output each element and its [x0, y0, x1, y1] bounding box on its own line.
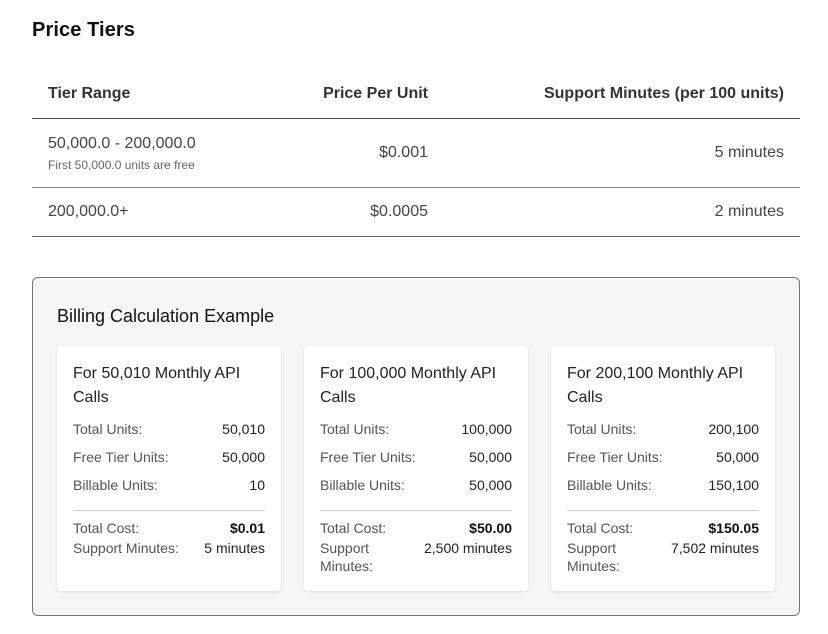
billable-units-label: Billable Units:: [73, 477, 158, 493]
total-units-value: 200,100: [708, 421, 759, 437]
total-units-label: Total Units:: [320, 421, 390, 437]
billing-title: Billing Calculation Example: [57, 306, 275, 326]
card-divider: [567, 510, 759, 511]
card-title: For 100,000 Monthly API Calls: [320, 365, 497, 406]
support-minutes-row: Support Minutes: 7,502 minutes: [567, 539, 759, 575]
support-minutes-value: 7,502 minutes: [671, 540, 759, 556]
billable-units-label: Billable Units:: [567, 477, 652, 493]
header-support-minutes: Support Minutes (per 100 units): [543, 85, 784, 102]
free-units-row: Free Tier Units: 50,000: [567, 448, 759, 476]
billing-calculation-panel: Billing Calculation Example For 50,010 M…: [32, 277, 800, 616]
total-units-row: Total Units: 100,000: [320, 420, 512, 448]
total-cost-label: Total Cost:: [567, 520, 634, 536]
table-row: 200,000.0+ $0.0005 2 minutes: [32, 188, 800, 237]
support-minutes-label: Support Minutes:: [320, 540, 373, 574]
free-units-value: 50,000: [222, 449, 265, 465]
total-cost-row: Total Cost: $0.01: [73, 519, 265, 539]
support-minutes-cell: 5 minutes: [714, 144, 784, 161]
total-units-label: Total Units:: [73, 421, 143, 437]
free-units-row: Free Tier Units: 50,000: [320, 448, 512, 476]
price-per-unit-cell: $0.0005: [370, 203, 428, 220]
total-cost-label: Total Cost:: [320, 520, 387, 536]
total-cost-label: Total Cost:: [73, 520, 140, 536]
billing-example-card: For 200,100 Monthly API Calls Total Unit…: [551, 346, 775, 591]
billable-units-value: 150,100: [708, 477, 759, 493]
free-units-label: Free Tier Units:: [320, 449, 416, 465]
price-tiers-table: Tier Range Price Per Unit Support Minute…: [32, 70, 800, 237]
card-title: For 50,010 Monthly API Calls: [73, 365, 241, 406]
price-tiers-title: Price Tiers: [32, 19, 136, 41]
billable-units-value: 50,000: [469, 477, 512, 493]
support-minutes-row: Support Minutes: 5 minutes: [73, 539, 265, 557]
free-units-label: Free Tier Units:: [73, 449, 169, 465]
total-cost-row: Total Cost: $150.05: [567, 519, 759, 539]
table-row: 50,000.0 - 200,000.0 First 50,000.0 unit…: [32, 119, 800, 188]
header-price-per-unit: Price Per Unit: [323, 85, 428, 102]
free-units-label: Free Tier Units:: [567, 449, 663, 465]
total-units-value: 100,000: [461, 421, 512, 437]
total-units-row: Total Units: 200,100: [567, 420, 759, 448]
billable-units-row: Billable Units: 10: [73, 476, 265, 504]
billable-units-value: 10: [249, 477, 265, 493]
tier-range-cell: 200,000.0+: [32, 203, 262, 221]
card-divider: [320, 510, 512, 511]
tier-range-note: First 50,000.0 units are free: [48, 157, 195, 172]
free-units-row: Free Tier Units: 50,000: [73, 448, 265, 476]
tier-range-value: 200,000.0+: [48, 203, 129, 220]
total-cost-row: Total Cost: $50.00: [320, 519, 512, 539]
free-units-value: 50,000: [469, 449, 512, 465]
support-minutes-row: Support Minutes: 2,500 minutes: [320, 539, 512, 575]
tier-range-cell: 50,000.0 - 200,000.0 First 50,000.0 unit…: [32, 135, 262, 172]
total-units-row: Total Units: 50,010: [73, 420, 265, 448]
support-minutes-label: Support Minutes:: [73, 540, 179, 556]
billing-example-card: For 50,010 Monthly API Calls Total Units…: [57, 346, 281, 591]
billable-units-label: Billable Units:: [320, 477, 405, 493]
support-minutes-value: 5 minutes: [204, 540, 265, 556]
total-cost-value: $50.00: [469, 520, 512, 536]
total-units-label: Total Units:: [567, 421, 637, 437]
free-units-value: 50,000: [716, 449, 759, 465]
total-units-value: 50,010: [222, 421, 265, 437]
total-cost-value: $0.01: [229, 520, 265, 536]
billing-example-card: For 100,000 Monthly API Calls Total Unit…: [304, 346, 528, 591]
support-minutes-cell: 2 minutes: [714, 203, 784, 220]
card-title: For 200,100 Monthly API Calls: [567, 365, 744, 406]
price-per-unit-cell: $0.001: [379, 144, 428, 161]
support-minutes-value: 2,500 minutes: [424, 540, 512, 556]
support-minutes-label: Support Minutes:: [567, 540, 620, 574]
total-cost-value: $150.05: [708, 520, 759, 536]
billable-units-row: Billable Units: 150,100: [567, 476, 759, 504]
table-header-row: Tier Range Price Per Unit Support Minute…: [32, 70, 800, 119]
header-tier-range: Tier Range: [48, 85, 131, 102]
card-divider: [73, 510, 265, 511]
tier-range-value: 50,000.0 - 200,000.0: [48, 134, 196, 152]
billable-units-row: Billable Units: 50,000: [320, 476, 512, 504]
